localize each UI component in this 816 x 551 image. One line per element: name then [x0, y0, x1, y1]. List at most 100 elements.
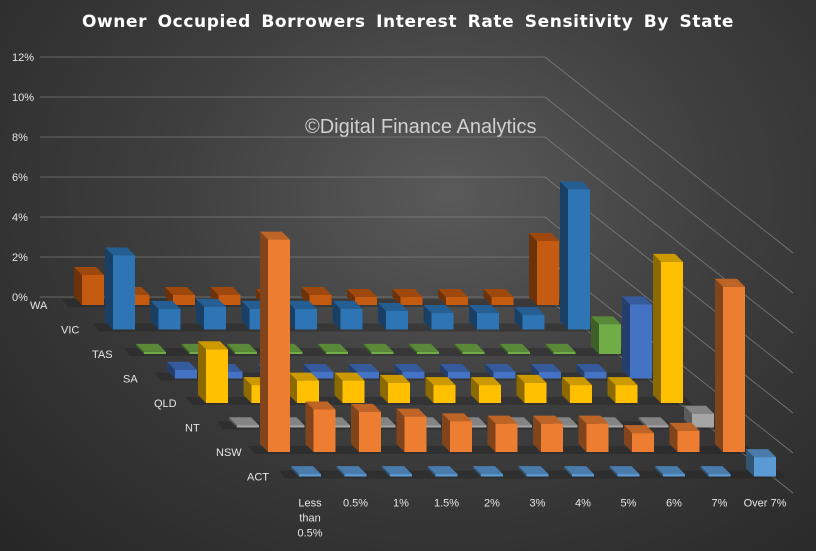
x-tick-label: 1% [393, 498, 409, 510]
bar-top [529, 233, 559, 241]
bar [206, 349, 228, 403]
bar-top [518, 466, 549, 475]
bar-top [150, 300, 181, 309]
bar-side [227, 343, 235, 354]
bar-top [425, 377, 456, 386]
series-label: ACT [247, 472, 269, 484]
bar-side [392, 289, 401, 305]
bar-side [289, 372, 297, 403]
bar [584, 371, 607, 379]
bar-top [363, 343, 394, 352]
bar [539, 371, 561, 379]
bar-top [624, 425, 654, 434]
bar-side [715, 278, 723, 452]
bar [404, 416, 427, 452]
series-vic: VIC [61, 181, 590, 337]
bar-side [578, 415, 587, 452]
bar-side [382, 466, 390, 477]
bar-side [684, 405, 692, 428]
bar-top [669, 422, 700, 431]
bar [630, 304, 652, 379]
bar-side [241, 300, 250, 330]
bar-side [545, 343, 554, 354]
bar-side [229, 417, 237, 428]
bar-side [440, 363, 448, 379]
bar [340, 308, 363, 330]
bar-side [318, 343, 326, 354]
bar-top [332, 300, 363, 309]
bar [708, 474, 731, 477]
bar [553, 351, 576, 354]
bar [282, 425, 305, 428]
bar [204, 306, 226, 330]
bar [311, 371, 334, 379]
bar [510, 425, 532, 428]
y-tick-label: 12% [12, 52, 34, 64]
bar-top [392, 289, 423, 297]
bar-top [227, 343, 257, 352]
bar [299, 474, 321, 477]
bar [493, 371, 516, 379]
series-label: NT [185, 423, 200, 435]
bar [462, 351, 485, 354]
gridline [40, 176, 794, 374]
bar-side [669, 422, 678, 452]
bar [355, 297, 377, 305]
bar-side [609, 466, 618, 477]
bar-top [715, 278, 745, 287]
bar-top [165, 287, 195, 295]
bar-top [607, 377, 638, 386]
bar [524, 382, 547, 403]
bar [448, 371, 470, 379]
bar-side [305, 401, 314, 452]
bar-top [210, 287, 241, 295]
bar [417, 351, 439, 354]
bar-side [136, 343, 144, 354]
bar-side [655, 466, 663, 477]
bar-top [167, 361, 197, 370]
bar [541, 423, 563, 452]
bar [218, 295, 241, 305]
bar-top [378, 302, 408, 311]
bar-top [487, 415, 518, 424]
bar-side [363, 343, 372, 354]
bar [586, 423, 609, 452]
bar-side [529, 233, 537, 305]
bar [158, 308, 181, 330]
x-tick-label: 1.5% [434, 498, 459, 510]
x-tick-label: 6% [666, 498, 682, 510]
bar-side [653, 253, 661, 403]
bar-side [198, 341, 206, 403]
bar-side [336, 466, 345, 477]
bar-top [576, 363, 607, 372]
bar [754, 457, 776, 477]
bar-side [500, 343, 508, 354]
bar-side [576, 363, 585, 379]
bar-top [562, 377, 592, 386]
bar [677, 430, 700, 452]
y-tick-label: 8% [12, 132, 28, 144]
bar-side [427, 466, 436, 477]
bar [572, 474, 594, 477]
bar-top [531, 363, 561, 372]
series-act: ACT [247, 449, 776, 484]
bar-top [427, 466, 458, 475]
bar-top [609, 466, 640, 475]
y-tick-label: 6% [12, 172, 28, 184]
bar-top [260, 231, 290, 240]
bar-side [560, 181, 568, 330]
bar-side [181, 343, 190, 354]
bar-top [564, 466, 594, 475]
bar-top [440, 363, 470, 372]
series-label: VIC [61, 325, 79, 337]
bar-top [545, 343, 576, 352]
bar [537, 241, 559, 305]
bar-top [105, 247, 135, 256]
bar-side [105, 247, 113, 330]
bar-side [454, 343, 463, 354]
bar-side [514, 307, 523, 330]
bar-top [198, 341, 228, 350]
bar [402, 371, 425, 379]
bar [508, 351, 530, 354]
bar [344, 474, 367, 477]
